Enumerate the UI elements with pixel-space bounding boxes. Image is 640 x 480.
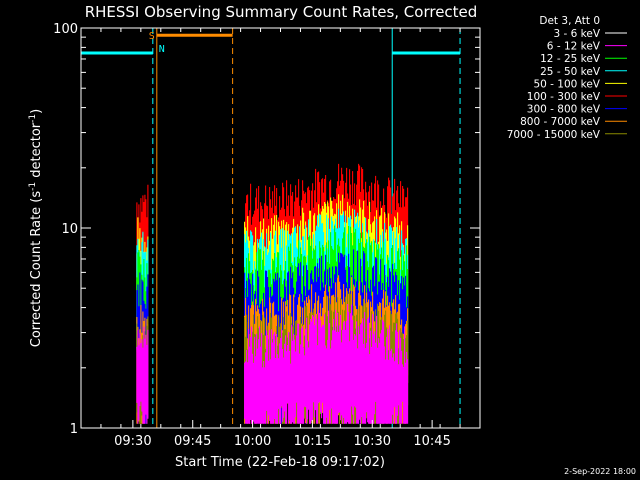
legend-label: 6 - 12 keV <box>547 41 601 53</box>
x-tick-label: 10:00 <box>234 434 271 449</box>
x-tick-label: 09:45 <box>174 434 211 449</box>
x-tick-label: 10:45 <box>413 434 450 449</box>
night-flag-label: N <box>159 44 165 55</box>
y-tick-label: 10 <box>61 222 78 237</box>
series-band-0 <box>136 326 149 424</box>
plot-area: SN <box>80 28 461 428</box>
legend-label: 50 - 100 keV <box>533 78 600 90</box>
legend-label: 25 - 50 keV <box>540 66 601 78</box>
x-tick-label: 10:15 <box>294 434 331 449</box>
y-axis-label: Corrected Count Rate (s-1 detector-1) <box>28 109 44 347</box>
series-band-0 <box>244 304 409 424</box>
legend-label: 12 - 25 keV <box>540 53 601 65</box>
legend-label: 800 - 7000 keV <box>520 116 601 128</box>
x-tick-label: 10:30 <box>354 434 391 449</box>
y-tick-label: 100 <box>53 22 78 37</box>
y-tick-label: 1 <box>70 422 78 437</box>
legend-label: 300 - 800 keV <box>527 104 601 116</box>
legend-label: 7000 - 15000 keV <box>507 129 601 141</box>
x-tick-label: 09:30 <box>114 434 151 449</box>
saa-flag-label: S <box>149 31 155 42</box>
footer-date: 2-Sep-2022 18:00 <box>564 467 636 476</box>
y-axis-ticks: 1 10 100 <box>53 22 480 437</box>
legend-label: 100 - 300 keV <box>527 91 601 103</box>
legend-header: Det 3, Att 0 <box>539 15 600 27</box>
x-axis-label: Start Time (22-Feb-18 09:17:02) <box>175 455 385 470</box>
chart-title: RHESSI Observing Summary Count Rates, Co… <box>85 3 478 21</box>
legend-label: 3 - 6 keV <box>553 28 600 40</box>
x-axis-ticks: 09:30 09:45 10:00 10:15 10:30 10:45 <box>100 28 461 449</box>
